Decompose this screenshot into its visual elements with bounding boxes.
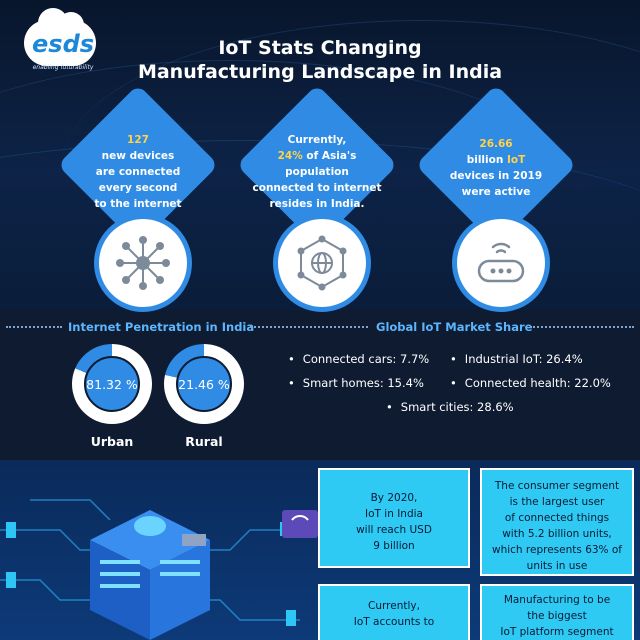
urban-value: 81.32 % bbox=[84, 356, 140, 412]
stat-line: billion IoT bbox=[466, 154, 526, 166]
stat-line: 24% of Asia's bbox=[277, 150, 357, 162]
box-line: The consumer segment bbox=[494, 480, 620, 492]
stat-line: resides in India. bbox=[269, 198, 365, 210]
stat-line: devices in 2019 bbox=[449, 170, 543, 182]
rural-value: 21.46 % bbox=[176, 356, 232, 412]
divider-dots bbox=[6, 326, 62, 328]
box-line: will reach USD bbox=[356, 524, 432, 536]
box-line: Currently, bbox=[368, 600, 420, 612]
urban-donut-chart: 81.32 % bbox=[72, 344, 152, 424]
market-share-text: Connected health: 22.0% bbox=[464, 376, 611, 390]
stat-line: Currently, bbox=[287, 134, 347, 146]
globe-network-icon bbox=[297, 235, 347, 291]
cloud-icon bbox=[24, 8, 96, 66]
box-line: IoT accounts to bbox=[353, 616, 435, 628]
stat-line: were active bbox=[461, 186, 531, 198]
market-share-text: Smart cities: 28.6% bbox=[400, 400, 514, 414]
title-line-2: Manufacturing Landscape in India bbox=[137, 61, 503, 83]
market-share-text: Connected cars: 7.7% bbox=[302, 352, 430, 366]
market-share-item: • Smart homes: 15.4% bbox=[288, 376, 424, 390]
bullet: • bbox=[450, 376, 457, 390]
stat-text: 26.66 billion IoT devices in 2019 were a… bbox=[426, 136, 566, 200]
stat-line: connected to internet bbox=[252, 182, 382, 194]
stat-line: population bbox=[285, 166, 349, 178]
section-title-penetration: Internet Penetration in India bbox=[68, 320, 255, 334]
stat-icon-circle bbox=[273, 214, 371, 312]
network-hub-icon bbox=[116, 236, 170, 290]
stat-icon-circle bbox=[452, 214, 550, 312]
stat-line: are connected bbox=[95, 166, 181, 178]
box-line: the biggest bbox=[527, 610, 587, 622]
market-share-item: • Connected health: 22.0% bbox=[450, 376, 611, 390]
section-title-market-share: Global IoT Market Share bbox=[376, 320, 533, 334]
rural-label: Rural bbox=[185, 434, 223, 449]
box-line: 9 billion bbox=[373, 540, 415, 552]
stat-line: to the internet bbox=[94, 198, 182, 210]
info-box-iot-market-2020: By 2020, IoT in India will reach USD 9 b… bbox=[318, 468, 470, 568]
box-line: of connected things bbox=[504, 512, 610, 524]
stat-line: every second bbox=[98, 182, 178, 194]
title-line-1: IoT Stats Changing bbox=[218, 37, 422, 59]
box-line: which represents 63% of bbox=[492, 544, 622, 556]
box-line: with 5.2 billion units, bbox=[502, 528, 612, 540]
bullet: • bbox=[386, 400, 393, 414]
bullet: • bbox=[450, 352, 457, 366]
brand-tagline: enabling futurability bbox=[32, 64, 94, 71]
market-share-item: • Connected cars: 7.7% bbox=[288, 352, 429, 366]
market-share-item: • Industrial IoT: 26.4% bbox=[450, 352, 583, 366]
stat-text: Currently, 24% of Asia's population conn… bbox=[247, 132, 387, 212]
stat-icon-circle bbox=[94, 214, 192, 312]
stat-card-asia-population: Currently, 24% of Asia's population conn… bbox=[236, 84, 398, 316]
stat-line: 26.66 bbox=[479, 138, 513, 150]
stat-card-devices-per-second: 127 new devices are connected every seco… bbox=[57, 84, 219, 316]
stat-line: 127 bbox=[127, 134, 149, 146]
info-box-consumer-segment: The consumer segment is the largest user… bbox=[480, 468, 634, 576]
market-share-item: • Smart cities: 28.6% bbox=[386, 400, 514, 414]
info-box-current-iot-share: Currently, IoT accounts to bbox=[318, 584, 470, 640]
router-icon bbox=[477, 242, 525, 283]
bullet: • bbox=[288, 352, 295, 366]
rural-donut-chart: 21.46 % bbox=[164, 344, 244, 424]
server-network-illustration bbox=[0, 499, 318, 640]
brand-logo[interactable]: esds enabling futurability bbox=[20, 8, 102, 80]
box-line: IoT in India bbox=[365, 508, 423, 520]
box-line: is the largest user bbox=[509, 496, 605, 508]
box-line: Manufacturing to be bbox=[503, 594, 611, 606]
market-share-text: Industrial IoT: 26.4% bbox=[464, 352, 583, 366]
stat-text: 127 new devices are connected every seco… bbox=[68, 132, 208, 212]
box-line: IoT platform segment bbox=[500, 626, 614, 638]
stat-line: new devices bbox=[101, 150, 175, 162]
info-box-manufacturing-segment: Manufacturing to be the biggest IoT plat… bbox=[480, 584, 634, 640]
divider-dots bbox=[250, 326, 368, 328]
brand-name: esds bbox=[32, 30, 95, 58]
box-line: By 2020, bbox=[370, 492, 418, 504]
urban-label: Urban bbox=[90, 434, 134, 449]
bullet: • bbox=[288, 376, 295, 390]
page-title: IoT Stats Changing Manufacturing Landsca… bbox=[120, 36, 520, 84]
market-share-text: Smart homes: 15.4% bbox=[302, 376, 424, 390]
illustration-section: By 2020, IoT in India will reach USD 9 b… bbox=[0, 460, 640, 640]
box-line: units in use bbox=[526, 560, 588, 572]
stat-card-active-devices: 26.66 billion IoT devices in 2019 were a… bbox=[415, 84, 577, 316]
divider-dots bbox=[530, 326, 634, 328]
